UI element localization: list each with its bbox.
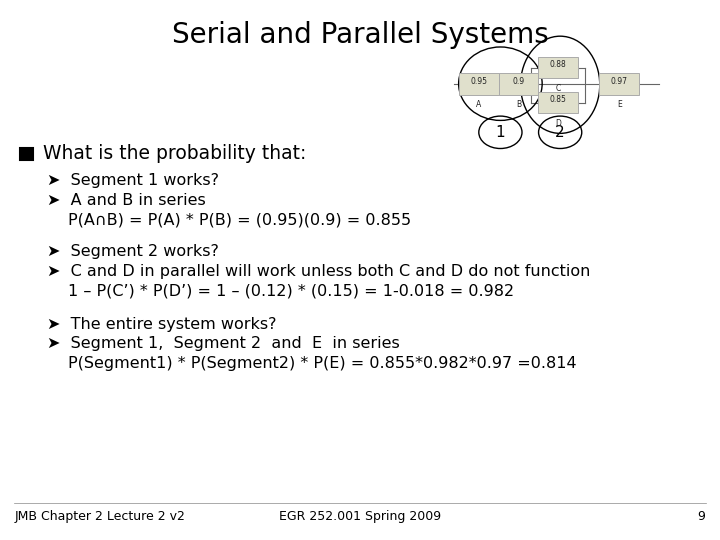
Text: EGR 252.001 Spring 2009: EGR 252.001 Spring 2009	[279, 510, 441, 523]
Text: ➤  Segment 2 works?: ➤ Segment 2 works?	[47, 244, 219, 259]
FancyBboxPatch shape	[459, 73, 499, 94]
Text: 9: 9	[698, 510, 706, 523]
Text: ➤  Segment 1 works?: ➤ Segment 1 works?	[47, 173, 219, 188]
Text: What is the probability that:: What is the probability that:	[37, 144, 307, 164]
Text: P(A∩B) = P(A) * P(B) = (0.95)(0.9) = 0.855: P(A∩B) = P(A) * P(B) = (0.95)(0.9) = 0.8…	[68, 212, 412, 227]
FancyBboxPatch shape	[20, 148, 33, 160]
FancyBboxPatch shape	[539, 92, 578, 113]
Text: Serial and Parallel Systems: Serial and Parallel Systems	[171, 21, 549, 49]
Text: ➤  A and B in series: ➤ A and B in series	[47, 193, 205, 208]
Text: 0.97: 0.97	[611, 77, 628, 85]
FancyBboxPatch shape	[599, 73, 639, 94]
Text: JMB Chapter 2 Lecture 2 v2: JMB Chapter 2 Lecture 2 v2	[14, 510, 185, 523]
FancyBboxPatch shape	[498, 73, 539, 94]
Text: 1 – P(C’) * P(D’) = 1 – (0.12) * (0.15) = 1-0.018 = 0.982: 1 – P(C’) * P(D’) = 1 – (0.12) * (0.15) …	[68, 284, 515, 299]
Text: 0.88: 0.88	[549, 60, 567, 69]
Text: ➤  The entire system works?: ➤ The entire system works?	[47, 316, 276, 332]
Text: 0.9: 0.9	[513, 77, 524, 85]
Text: 2: 2	[555, 125, 565, 140]
Text: ➤  C and D in parallel will work unless both C and D do not function: ➤ C and D in parallel will work unless b…	[47, 264, 590, 279]
Text: D: D	[555, 119, 561, 128]
Text: A: A	[476, 100, 482, 109]
Text: ➤  Segment 1,  Segment 2  and  E  in series: ➤ Segment 1, Segment 2 and E in series	[47, 336, 400, 352]
Text: 0.85: 0.85	[549, 96, 567, 104]
FancyBboxPatch shape	[539, 57, 578, 78]
Text: P(Segment1) * P(Segment2) * P(E) = 0.855*0.982*0.97 =0.814: P(Segment1) * P(Segment2) * P(E) = 0.855…	[68, 356, 577, 372]
Text: C: C	[555, 84, 561, 93]
Text: 1: 1	[495, 125, 505, 140]
Text: E: E	[617, 100, 621, 109]
Text: B: B	[516, 100, 521, 109]
Text: 0.95: 0.95	[470, 77, 487, 85]
